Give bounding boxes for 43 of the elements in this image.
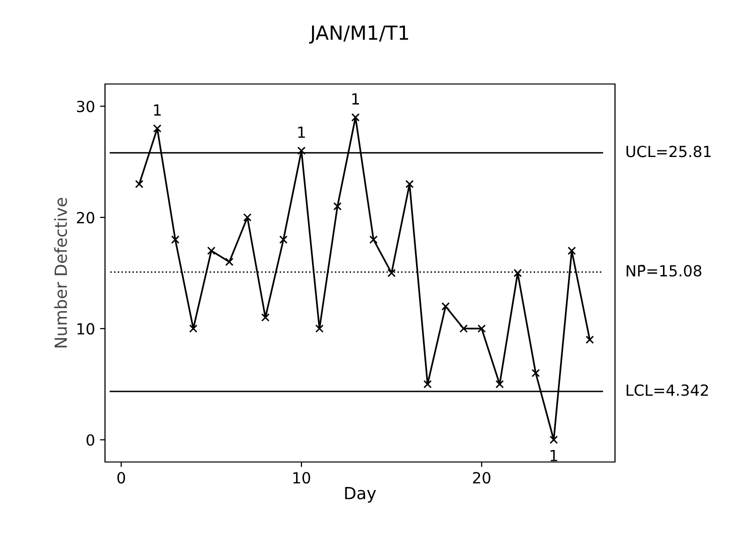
y-tick-label: 0 [86,434,94,446]
point [405,180,414,188]
point [333,202,342,210]
x-tick-label: 10 [293,472,310,484]
x-tick-label: 0 [117,472,126,484]
y-tick-label: 30 [77,100,94,112]
point [153,124,162,133]
point [514,268,522,278]
ref-line-label: NP̄=15.08 [626,264,702,277]
annotation: 1 [352,93,359,104]
x-axis-title: Day [345,487,376,503]
chart-title: JAN/M1/T1 [309,26,408,44]
point [586,336,594,344]
y-tick-label: 20 [76,212,94,224]
annotation: 1 [298,126,305,138]
point [532,368,540,378]
y-axis-title: Number Defective [54,198,68,348]
point [225,258,234,266]
point [261,313,270,322]
point [351,113,360,122]
point [459,324,468,333]
point [189,324,198,333]
point [423,380,432,388]
y-tick-label: 10 [78,323,94,335]
point [135,180,144,188]
point [441,302,450,311]
ref-line-label: LCL=4.342 [626,384,708,396]
point [243,213,252,222]
point [315,324,324,333]
annotation: 1 [550,450,558,462]
annotation: 1 [154,104,161,116]
ref-line-label: UCL=25.81 [626,146,711,158]
point [477,324,486,333]
x-tick-label: 20 [473,472,490,484]
point [279,235,288,244]
point [297,146,306,155]
point [550,436,558,444]
point [387,268,396,278]
point [207,246,216,255]
point [171,235,180,244]
point [568,246,576,255]
point [495,380,504,388]
point [369,235,378,244]
